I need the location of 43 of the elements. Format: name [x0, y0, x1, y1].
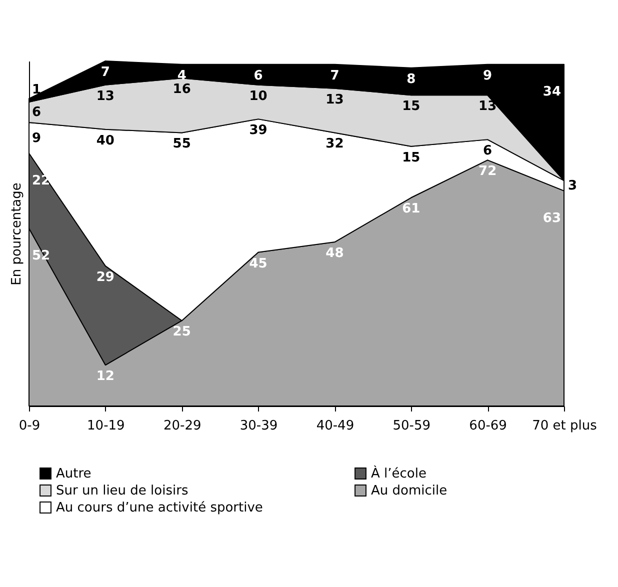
x-tick-label: 20-29 — [163, 418, 202, 434]
data-label: 61 — [402, 202, 420, 217]
data-label: 10 — [249, 88, 268, 104]
data-label: 29 — [96, 270, 114, 285]
data-label: 32 — [326, 136, 344, 152]
x-tick-label: 30-39 — [240, 418, 278, 434]
data-label: 34 — [542, 84, 561, 100]
data-label: 40 — [96, 133, 114, 148]
x-tick-label: 0-9 — [18, 418, 40, 434]
x-tick-label: 10-19 — [87, 418, 125, 434]
legend-label: Autre — [56, 466, 92, 482]
data-label: 16 — [172, 82, 191, 98]
x-tick-label: 70 et plus — [532, 418, 598, 434]
x-tick-label: 40-49 — [316, 418, 354, 434]
data-label: 25 — [172, 324, 191, 340]
data-label: 15 — [402, 150, 420, 166]
legend-label: Sur un lieu de loisirs — [56, 484, 188, 498]
data-label: 15 — [402, 99, 420, 114]
data-label: 13 — [326, 92, 344, 108]
data-label: 9 — [32, 130, 42, 146]
data-label: 6 — [483, 144, 492, 159]
data-label: 48 — [326, 246, 344, 262]
x-tick-label: 50-59 — [392, 418, 431, 434]
data-label: 7 — [100, 65, 110, 80]
data-label: 13 — [96, 88, 114, 104]
legend-label: Au domicile — [371, 484, 448, 498]
data-label: 12 — [96, 369, 114, 384]
legend-label: À l’école — [371, 464, 426, 482]
legend-label: Au cours d’une activité sportive — [56, 500, 263, 516]
data-label: 8 — [406, 72, 416, 87]
data-label: 6 — [254, 68, 263, 84]
data-label: 39 — [249, 123, 268, 138]
y-axis-title: En pourcentage — [10, 182, 24, 286]
data-label: 72 — [478, 164, 497, 180]
data-label: 9 — [483, 68, 492, 84]
data-label: 45 — [249, 256, 268, 272]
x-tick-label: 60-69 — [469, 418, 507, 434]
data-label: 55 — [172, 136, 191, 152]
data-label: 7 — [330, 68, 340, 84]
data-label: 3 — [568, 178, 578, 194]
data-label: 6 — [32, 105, 42, 120]
data-label: 1 — [32, 82, 42, 98]
data-label: 63 — [542, 211, 561, 226]
